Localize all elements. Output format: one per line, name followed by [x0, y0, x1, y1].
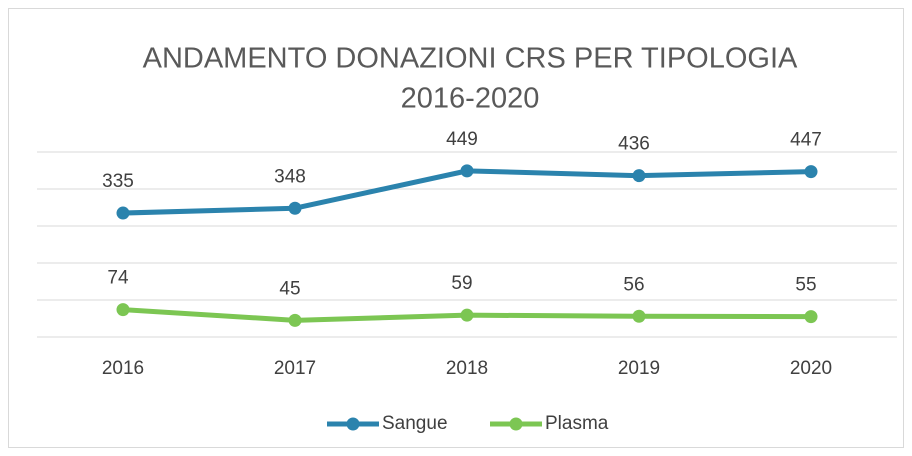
data-point [460, 164, 474, 178]
data-point [116, 303, 130, 317]
data-point [288, 201, 302, 215]
chart-title: ANDAMENTO DONAZIONI CRS PER TIPOLOGIA [143, 43, 798, 75]
x-tick-label: 2017 [274, 358, 316, 379]
x-tick-label: 2016 [102, 358, 144, 379]
legend-label: Plasma [545, 413, 609, 434]
data-label: 348 [274, 166, 306, 187]
data-label: 55 [795, 275, 816, 296]
data-point [288, 313, 302, 327]
data-label: 449 [446, 129, 478, 150]
data-point [632, 169, 646, 183]
data-point [804, 165, 818, 179]
data-label: 436 [618, 134, 650, 155]
chart-subtitle: 2016-2020 [401, 83, 540, 115]
legend-marker [509, 417, 523, 431]
x-tick-label: 2018 [446, 358, 488, 379]
data-point [460, 308, 474, 322]
data-label: 59 [451, 273, 472, 294]
data-point [804, 310, 818, 324]
data-point [116, 206, 130, 220]
x-tick-label: 2020 [790, 358, 832, 379]
data-label: 335 [102, 171, 134, 192]
data-label: 74 [107, 268, 129, 289]
legend-label: Sangue [382, 413, 448, 434]
data-label: 447 [790, 130, 822, 151]
data-label: 45 [279, 278, 300, 299]
data-label: 56 [623, 274, 644, 295]
data-point [632, 309, 646, 323]
legend-marker [346, 417, 360, 431]
chart-border [8, 8, 904, 448]
x-tick-label: 2019 [618, 358, 660, 379]
